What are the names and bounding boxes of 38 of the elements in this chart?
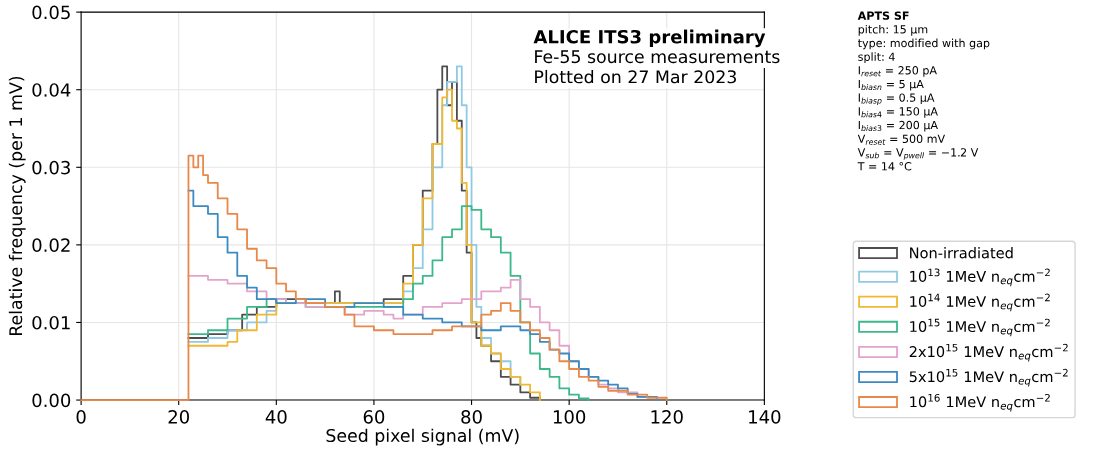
text: V$_{reset}$ = 500 mV <box>857 134 946 145</box>
legend-label: 10$^{14}$ 1MeV n$_{eq}$cm$^{−2}$ <box>910 293 1050 312</box>
text: APTS SF <box>857 11 909 20</box>
annotation: ALICE ITS3 preliminary <box>533 29 766 48</box>
y-axis-title: Relative frequency (per 1 mV) <box>8 76 26 336</box>
legend-label: 2x10$^{15}$ 1MeV n$_{eq}$cm$^{−2}$ <box>909 343 1068 362</box>
x-tick-label: 100 <box>553 410 586 424</box>
text: I$_{biasn}$ = 5 µA <box>858 80 924 91</box>
y-tick-label: 0.04 <box>32 83 71 97</box>
y-tick-label: 0.03 <box>32 160 70 175</box>
y-tick-label: 0.02 <box>32 238 70 252</box>
text: I$_{reset}$ = 250 pA <box>858 66 937 77</box>
x-tick-label: 120 <box>651 410 683 424</box>
text: V$_{sub}$ = V$_{pwell}$ = −1.2 V <box>857 148 979 160</box>
text: T = 14 °C <box>857 162 912 171</box>
legend-label: 10$^{16}$ 1MeV n$_{eq}$cm$^{−2}$ <box>910 393 1050 412</box>
legend-label: 10$^{15}$ 1MeV n$_{eq}$cm$^{−2}$ <box>910 318 1050 337</box>
x-tick-label: 140 <box>749 410 781 424</box>
legend-label: Non-irradiated <box>910 247 1013 259</box>
y-tick-label: 0.05 <box>32 5 70 20</box>
x-axis-title: Seed pixel signal (mV) <box>326 428 519 446</box>
text: split: 4 <box>858 52 895 64</box>
text: I$_{bias3}$ = 200 µA <box>858 120 938 132</box>
y-tick-label: 0.01 <box>32 315 70 330</box>
legend-label: 5x10$^{15}$ 1MeV n$_{eq}$cm$^{−2}$ <box>909 368 1068 387</box>
annotation: Fe-55 source measurements <box>535 50 780 64</box>
x-tick-label: 0 <box>76 410 86 424</box>
text: type: modified with gap <box>857 38 990 50</box>
x-tick-label: 80 <box>461 410 482 424</box>
y-tick-label: 0.00 <box>32 393 71 408</box>
x-tick-label: 20 <box>168 410 189 424</box>
x-tick-label: 40 <box>265 410 287 424</box>
text: pitch: 15 µm <box>858 24 928 36</box>
text: I$_{biasp}$ = 0.5 µA <box>858 93 935 106</box>
annotation: Plotted on 27 Mar 2023 <box>535 69 736 84</box>
text: I$_{bias4}$ = 150 µA <box>858 107 938 118</box>
x-tick-label: 60 <box>363 410 385 424</box>
legend-label: 10$^{13}$ 1MeV n$_{eq}$cm$^{−2}$ <box>910 268 1050 287</box>
